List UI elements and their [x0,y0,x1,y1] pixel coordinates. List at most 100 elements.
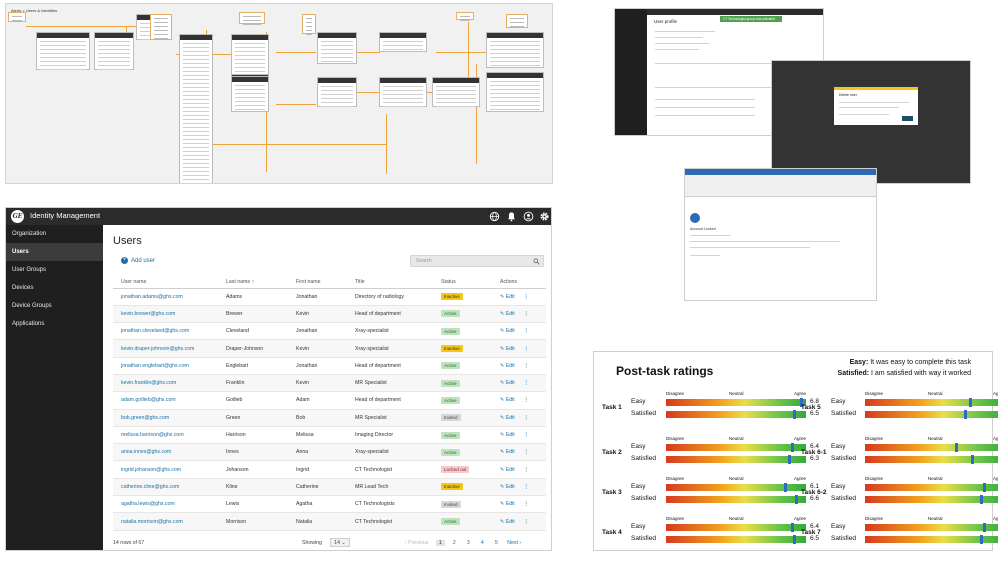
edit-button[interactable]: ✎ Edit [500,501,515,507]
gear-icon[interactable] [539,211,550,222]
search-input[interactable]: Search [410,255,544,267]
page-2-button[interactable]: 2 [452,540,456,546]
satisfied-row-label: Satisfied [831,410,856,417]
user-email-link[interactable]: catherine.cline@ghs.com [113,478,218,497]
user-email-link[interactable]: kevin.franklin@ghs.com [113,374,218,393]
add-user-button[interactable]: + Add user [121,257,155,264]
user-email-link[interactable]: kevin.brewer@ghs.com [113,305,218,324]
table-row[interactable]: catherine.cline@ghs.com Kline Catherine MR … [113,478,546,497]
sidebar-item-devices[interactable]: Devices [12,285,34,291]
edit-button[interactable]: ✎ Edit [500,311,515,317]
rows-per-page-select[interactable]: 14 ⌄ [330,538,350,547]
user-email-link[interactable]: natalia.morrison@ghs.com [113,512,218,531]
edit-button[interactable]: ✎ Edit [500,484,515,490]
outlook-email-screenshot: Account Locked [684,168,877,301]
last-name-cell: Adams [218,288,288,306]
task-label: Task 1 [602,404,622,411]
table-row[interactable]: kevin.draper-johnson@ghs.com Draper-Johns… [113,339,546,358]
sidebar-item-applications[interactable]: Applications [12,321,45,327]
col-status[interactable]: Status [433,276,492,289]
edit-button[interactable]: ✎ Edit [500,432,515,438]
title-cell: Xray-specialist [347,322,433,341]
edit-button[interactable]: ✎ Edit [500,294,515,300]
user-profile-title: User profile [654,19,678,24]
edit-button[interactable]: ✎ Edit [500,449,515,455]
more-options-icon[interactable]: ⋮ [523,328,529,335]
col-status-label: Status [441,278,456,285]
bell-icon[interactable] [506,211,517,222]
task-rating-group: Task 1 Disagree Neutral Agree Easy 6.8 Sat… [602,391,819,421]
more-options-icon[interactable]: ⋮ [523,345,529,352]
edit-button[interactable]: ✎ Edit [500,380,515,386]
user-icon[interactable] [523,211,534,222]
pencil-icon: ✎ [500,414,505,421]
table-row[interactable]: bob.green@ghs.com Green Bob MR Specialist In… [113,409,546,427]
next-page-button[interactable]: Next › [507,540,522,546]
more-options-icon[interactable]: ⋮ [523,310,529,317]
col-user-name[interactable]: User name [113,276,218,289]
table-row[interactable]: kevin.franklin@ghs.com Franklin Kevin MR Sp… [113,374,546,393]
edit-button[interactable]: ✎ Edit [500,519,515,525]
edit-button[interactable]: ✎ Edit [500,328,515,334]
user-email-link[interactable]: jonathan.englebart@ghs.com [113,357,218,375]
page-4-button[interactable]: 4 [480,540,484,546]
edit-button[interactable]: ✎ Edit [500,397,515,403]
user-email-link[interactable]: bob.green@ghs.com [113,409,218,427]
dialog-ok-button[interactable] [902,116,913,121]
table-row[interactable]: natalia.morrison@ghs.com Morrison Natalia C… [113,512,546,531]
more-options-icon[interactable]: ⋮ [523,449,529,456]
page-5-button[interactable]: 5 [494,540,498,546]
more-options-icon[interactable]: ⋮ [523,293,529,300]
more-options-icon[interactable]: ⋮ [523,432,529,439]
user-email-link[interactable]: anna.innes@ghs.com [113,443,218,462]
sidebar-item-user-groups[interactable]: User Groups [12,267,47,273]
edit-button[interactable]: ✎ Edit [500,467,515,473]
user-email-link[interactable]: ingrid.johanson@ghs.com [113,460,218,479]
table-row[interactable]: jonathan.englebart@ghs.com Englebart Jonat… [113,357,546,375]
scale-disagree: Disagree [666,436,685,441]
more-options-icon[interactable]: ⋮ [523,380,529,387]
edit-button[interactable]: ✎ Edit [500,346,515,352]
more-options-icon[interactable]: ⋮ [523,362,529,369]
search-icon[interactable] [533,258,540,265]
more-options-icon[interactable]: ⋮ [523,518,529,525]
previous-page-button[interactable]: ‹ Previous [405,540,429,546]
user-email-link[interactable]: jonathan.cleveland@ghs.com [113,322,218,341]
table-row[interactable]: anna.innes@ghs.com Innes Anna Xray-speciali… [113,443,546,462]
more-options-icon[interactable]: ⋮ [523,414,529,421]
user-email-link[interactable]: jonathan.adams@ghs.com [113,288,218,306]
edit-button[interactable]: ✎ Edit [500,415,515,421]
user-email-link[interactable]: adam.gotlieb@ghs.com [113,391,218,410]
more-options-icon[interactable]: ⋮ [523,501,529,508]
col-last-name[interactable]: Last name ↑ [218,276,288,289]
more-options-icon[interactable]: ⋮ [523,397,529,404]
table-row[interactable]: kevin.brewer@ghs.com Brewer Kevin Head of d… [113,305,546,324]
status-cell: Active [433,443,492,462]
thumb-sidebar [615,9,647,135]
user-email-link[interactable]: agatha.lewis@ghs.com [113,495,218,514]
status-cell: Active [433,374,492,393]
table-row[interactable]: adam.gotlieb@ghs.com Gotlieb Adam Head of d… [113,391,546,410]
sidebar-item-users[interactable]: Users [6,243,103,261]
table-row[interactable]: jonathan.cleveland@ghs.com Cleveland Jonat… [113,322,546,341]
more-options-icon[interactable]: ⋮ [523,483,529,490]
user-email-link[interactable]: kevin.draper-johnson@ghs.com [113,339,218,358]
sidebar-item-device-groups[interactable]: Device Groups [12,303,52,309]
task-rating-group: Task 6-2 Disagree Neutral Agree Easy 6.1 S… [801,476,998,506]
edit-button[interactable]: ✎ Edit [500,363,515,369]
satisfied-rating-marker [980,535,984,544]
page-1-button[interactable]: 1 [435,540,445,546]
table-row[interactable]: melissa.harrison@ghs.com Harrison Melissa I… [113,426,546,445]
page-3-button[interactable]: 3 [466,540,470,546]
globe-icon[interactable] [489,211,500,222]
user-email-link[interactable]: melissa.harrison@ghs.com [113,426,218,445]
status-badge: Active [441,379,460,387]
table-row[interactable]: ingrid.johanson@ghs.com Johanson Ingrid CT … [113,460,546,479]
table-row[interactable]: agatha.lewis@ghs.com Lewis Agatha CT Techno… [113,495,546,514]
more-options-icon[interactable]: ⋮ [523,466,529,473]
col-first-name[interactable]: First name [288,276,347,289]
first-name-cell: Adam [288,391,347,410]
sidebar-item-organization[interactable]: Organization [12,231,47,237]
table-row[interactable]: jonathan.adams@ghs.com Adams Jonathan Direc… [113,288,546,306]
col-title[interactable]: Title [347,276,433,289]
